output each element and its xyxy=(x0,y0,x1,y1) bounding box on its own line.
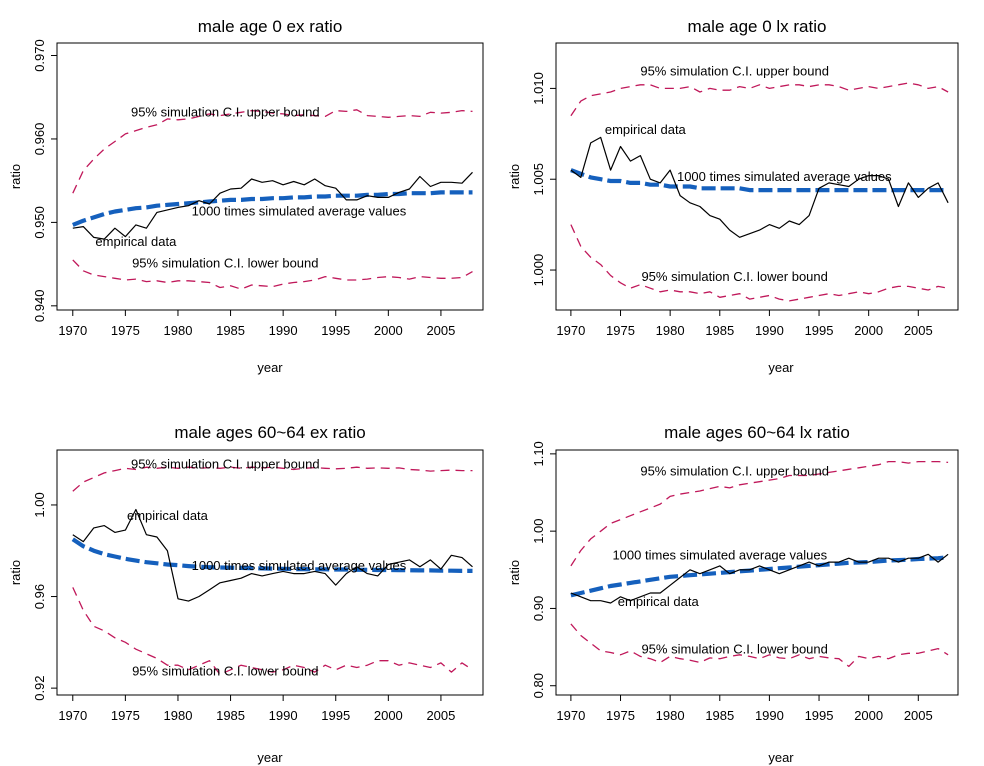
chart-panel-2: male age 0 lx ratio 1970 1975 1980 1985 1990 1… xyxy=(507,17,959,375)
x-tick-label: 2005 xyxy=(426,323,455,338)
x-tick-label: 1975 xyxy=(111,708,140,723)
x-tick-label: 1985 xyxy=(216,708,245,723)
x-tick-label: 1990 xyxy=(269,708,298,723)
x-tick-label: 1980 xyxy=(164,323,193,338)
plot-frame xyxy=(56,449,484,696)
x-tick-label: 1980 xyxy=(656,323,685,338)
series-line-average xyxy=(72,190,473,227)
series-annotation: empirical data xyxy=(95,234,177,249)
chart-title: male ages 60~64 lx ratio xyxy=(664,423,850,442)
x-tick-label: 2000 xyxy=(374,708,403,723)
x-tick-label: 2000 xyxy=(854,323,883,338)
series-annotation: 1000 times simulated average values xyxy=(192,204,407,219)
x-tick-label: 1995 xyxy=(321,708,350,723)
series-annotation: 95% simulation C.I. lower bound xyxy=(641,269,827,284)
x-tick-label: 1990 xyxy=(755,323,784,338)
x-tick-label: 1980 xyxy=(164,708,193,723)
x-tick-label: 1980 xyxy=(656,708,685,723)
series-annotation: 95% simulation C.I. lower bound xyxy=(641,641,827,656)
y-tick-label: 1.000 xyxy=(531,254,546,287)
series-line-bounds xyxy=(570,460,949,567)
x-tick-label: 1970 xyxy=(58,323,87,338)
series-line-average xyxy=(570,555,949,598)
x-axis-label: year xyxy=(768,360,794,375)
y-tick-label: 0.960 xyxy=(32,123,47,156)
x-tick-label: 1970 xyxy=(556,708,585,723)
x-tick-label: 1995 xyxy=(321,323,350,338)
y-tick-label: 1.10 xyxy=(531,441,546,466)
series-annotation: empirical data xyxy=(605,122,687,137)
y-tick-label: 1.010 xyxy=(531,72,546,105)
series-annotation: 95% simulation C.I. lower bound xyxy=(132,663,318,678)
chart-panel-1: male age 0 ex ratio 1970 1975 1980 1985 1990 1… xyxy=(8,17,484,375)
chart-title: male age 0 lx ratio xyxy=(688,17,827,36)
y-axis-label: ratio xyxy=(507,164,522,189)
series-annotation: 95% simulation C.I. upper bound xyxy=(640,64,829,79)
x-tick-label: 2005 xyxy=(426,708,455,723)
x-tick-label: 1985 xyxy=(705,323,734,338)
x-tick-label: 1975 xyxy=(606,323,635,338)
series-annotation: 1000 times simulated average values xyxy=(677,169,892,184)
x-tick-label: 2000 xyxy=(854,708,883,723)
x-axis-label: year xyxy=(768,750,794,765)
series-line-empirical xyxy=(72,508,473,602)
y-tick-label: 0.950 xyxy=(32,206,47,239)
series-line-bounds xyxy=(72,109,473,194)
series-annotation: 95% simulation C.I. upper bound xyxy=(640,464,829,479)
x-tick-label: 2000 xyxy=(374,323,403,338)
y-tick-label: 1.005 xyxy=(531,163,546,196)
y-tick-label: 1.00 xyxy=(32,492,47,517)
y-tick-label: 0.90 xyxy=(531,596,546,621)
series-line-empirical xyxy=(72,171,473,240)
chart-panel-3: male ages 60~64 ex ratio 1970 1975 1980 1985… xyxy=(8,423,484,765)
series-annotation: 95% simulation C.I. upper bound xyxy=(131,104,320,119)
x-tick-label: 1995 xyxy=(805,323,834,338)
x-tick-label: 1985 xyxy=(705,708,734,723)
series-annotation: 1000 times simulated average values xyxy=(612,548,827,563)
chart-title: male ages 60~64 ex ratio xyxy=(174,423,365,442)
series-annotation: 95% simulation C.I. lower bound xyxy=(132,255,318,270)
y-axis-label: ratio xyxy=(507,560,522,585)
x-tick-label: 1975 xyxy=(111,323,140,338)
series-annotation: 95% simulation C.I. upper bound xyxy=(131,456,320,471)
x-axis-label: year xyxy=(257,750,283,765)
y-tick-label: 0.970 xyxy=(32,39,47,72)
plot-frame xyxy=(555,42,959,311)
series-annotation: empirical data xyxy=(618,594,700,609)
x-tick-label: 2005 xyxy=(904,323,933,338)
y-tick-label: 1.00 xyxy=(531,518,546,543)
x-tick-label: 2005 xyxy=(904,708,933,723)
series-line-empirical xyxy=(570,553,949,604)
y-tick-label: 0.96 xyxy=(32,584,47,609)
series-line-average xyxy=(71,537,473,574)
series-line-bounds xyxy=(570,224,949,302)
y-tick-label: 0.92 xyxy=(32,675,47,700)
series-line-average xyxy=(570,168,949,193)
chart-title: male age 0 ex ratio xyxy=(198,17,343,36)
y-axis-label: ratio xyxy=(8,164,23,189)
x-tick-label: 1995 xyxy=(805,708,834,723)
x-tick-label: 1985 xyxy=(216,323,245,338)
series-annotation: empirical data xyxy=(127,508,209,523)
x-tick-label: 1975 xyxy=(606,708,635,723)
y-tick-label: 0.80 xyxy=(531,673,546,698)
plot-frame xyxy=(555,449,959,696)
x-tick-label: 1990 xyxy=(269,323,298,338)
series-line-bounds xyxy=(570,82,949,117)
y-axis-label: ratio xyxy=(8,560,23,585)
series-line-empirical xyxy=(570,136,949,238)
chart-panel-4: male ages 60~64 lx ratio 1970 1975 1980 1985… xyxy=(507,423,959,765)
series-annotation: 1000 times simulated average values xyxy=(192,558,407,573)
series-line-bounds xyxy=(72,587,473,676)
x-axis-label: year xyxy=(257,360,283,375)
x-tick-label: 1970 xyxy=(58,708,87,723)
series-line-bounds xyxy=(570,623,949,668)
x-tick-label: 1970 xyxy=(556,323,585,338)
plot-frame xyxy=(56,42,484,311)
y-tick-label: 0.940 xyxy=(32,290,47,323)
x-tick-label: 1990 xyxy=(755,708,784,723)
